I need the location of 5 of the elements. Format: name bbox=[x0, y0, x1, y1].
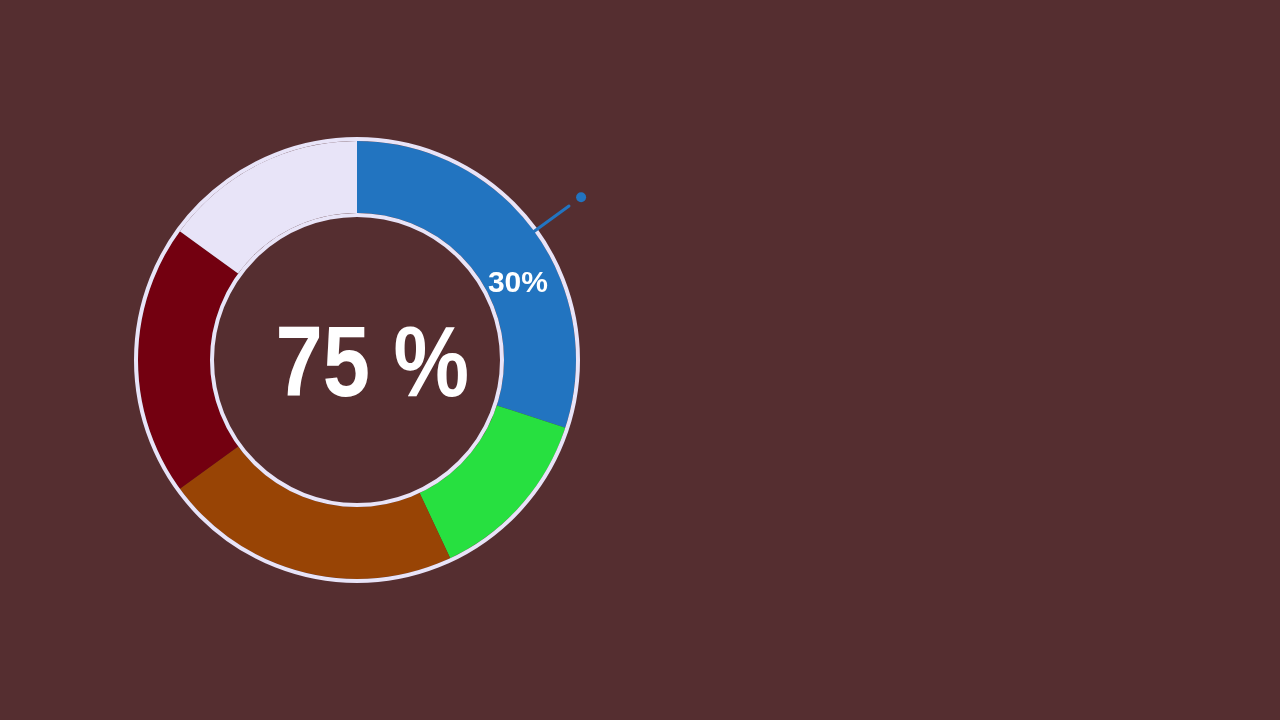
data-label: 30% bbox=[487, 265, 548, 299]
text: 75 % bbox=[275, 305, 470, 418]
donut-slice bbox=[179, 446, 451, 579]
donut-slice bbox=[138, 231, 239, 489]
donut-slice bbox=[419, 405, 566, 559]
